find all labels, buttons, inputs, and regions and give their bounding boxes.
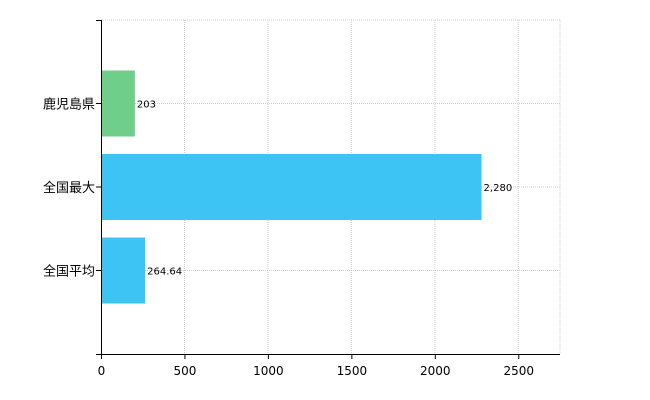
- x-tick-label-1500: 1500: [337, 364, 368, 378]
- data-label-2: 2,280: [484, 183, 513, 194]
- category-label-1: 鹿児島県: [43, 97, 95, 113]
- x-tick-label-0: 0: [98, 364, 106, 378]
- category-label-3: 全国平均: [43, 264, 95, 280]
- x-tick-label-1000: 1000: [253, 364, 284, 378]
- x-tick-label-500: 500: [174, 364, 197, 378]
- bars: [101, 70, 482, 304]
- data-label-3: 264.64: [147, 267, 182, 278]
- bar-2: [101, 154, 482, 220]
- category-label-2: 全国最大: [43, 180, 95, 196]
- x-tick-label-2500: 2500: [503, 364, 534, 378]
- x-tick-label-2000: 2000: [420, 364, 451, 378]
- axes: [96, 20, 560, 359]
- bar-3: [101, 237, 146, 304]
- data-label-1: 203: [137, 100, 156, 111]
- bar-1: [101, 70, 135, 137]
- labels: 203 鹿児島県 2,280 全国最大 264.64 全国平均 0 500 1000 1500 20…: [43, 97, 534, 379]
